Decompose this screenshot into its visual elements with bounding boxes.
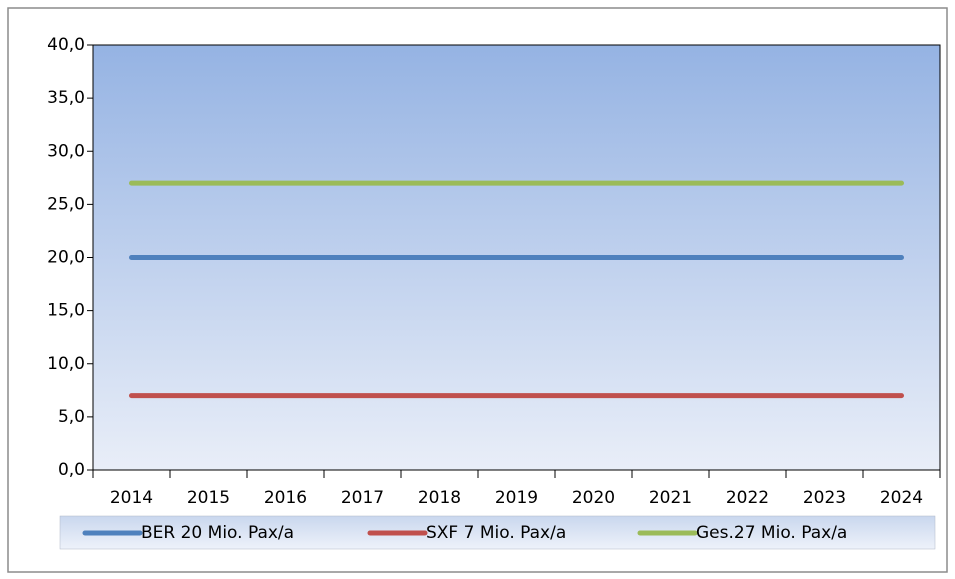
legend-label: Ges.27 Mio. Pax/a	[696, 523, 847, 543]
y-tick-label: 0,0	[58, 460, 85, 480]
y-tick-label: 15,0	[47, 301, 85, 321]
y-tick-label: 35,0	[47, 88, 85, 108]
y-tick-label: 10,0	[47, 354, 85, 374]
x-tick-label: 2021	[649, 488, 692, 508]
x-tick-label: 2024	[880, 488, 923, 508]
x-tick-label: 2017	[341, 488, 384, 508]
legend-label: BER 20 Mio. Pax/a	[141, 523, 294, 543]
x-tick-label: 2015	[187, 488, 230, 508]
y-tick-label: 30,0	[47, 141, 85, 161]
x-tick-label: 2020	[572, 488, 615, 508]
y-tick-label: 5,0	[58, 407, 85, 427]
y-tick-label: 40,0	[47, 35, 85, 55]
legend-box	[59, 515, 936, 550]
x-tick-label: 2014	[110, 488, 153, 508]
y-tick-label: 25,0	[47, 194, 85, 214]
x-tick-label: 2023	[803, 488, 846, 508]
y-tick-label: 20,0	[47, 248, 85, 268]
x-tick-label: 2018	[418, 488, 461, 508]
x-tick-label: 2019	[495, 488, 538, 508]
x-tick-label: 2022	[726, 488, 769, 508]
legend-label: SXF 7 Mio. Pax/a	[426, 523, 566, 543]
x-tick-label: 2016	[264, 488, 307, 508]
